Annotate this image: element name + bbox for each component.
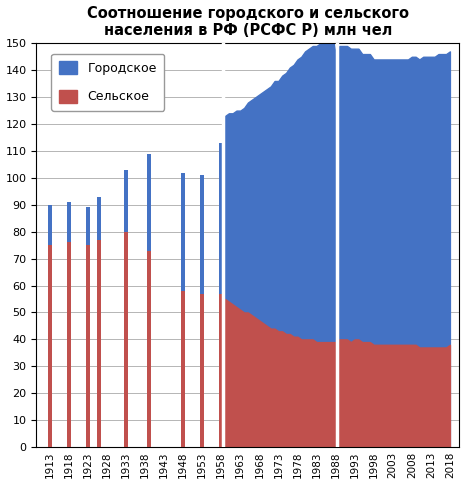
Bar (67, 202, 71, 447)
Bar (124, 232, 128, 447)
Bar (48, 245, 52, 447)
Bar (48, 205, 52, 447)
Bar (147, 251, 151, 447)
Bar (219, 294, 223, 447)
Bar (200, 294, 204, 447)
Bar (147, 153, 151, 447)
Bar (219, 143, 223, 447)
Bar (181, 172, 185, 447)
Bar (181, 291, 185, 447)
Bar (97, 240, 101, 447)
Legend: Городское, Сельское: Городское, Сельское (51, 54, 164, 111)
Bar (86, 245, 90, 447)
Bar (124, 170, 128, 447)
Bar (200, 175, 204, 447)
Bar (86, 208, 90, 447)
Title: Соотношение городского и сельского
населения в РФ (РСФС Р) млн чел: Соотношение городского и сельского насел… (87, 5, 409, 38)
Bar (97, 197, 101, 447)
Bar (67, 242, 71, 447)
